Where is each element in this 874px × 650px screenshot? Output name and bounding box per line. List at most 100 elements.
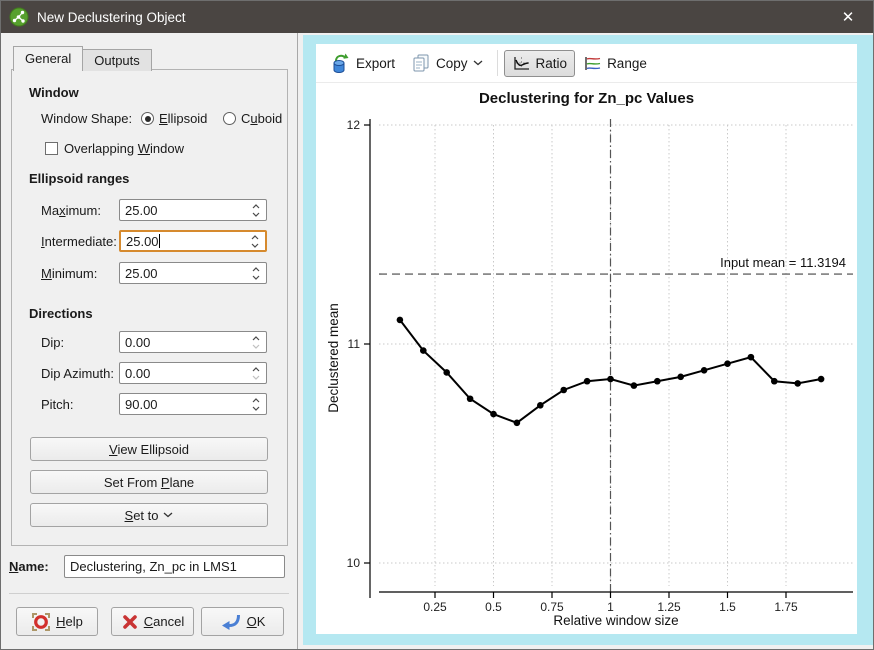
ok-button[interactable]: OK [201, 607, 284, 636]
ok-icon [221, 614, 240, 630]
dip-spinner[interactable] [247, 335, 266, 349]
copy-label: Copy [436, 55, 468, 71]
intermediate-value[interactable]: 25.00 [126, 233, 159, 249]
chevron-down-icon [164, 512, 173, 518]
spin-down-icon[interactable] [252, 406, 260, 411]
export-icon [333, 53, 349, 73]
maximum-label: Maximum: [41, 203, 101, 218]
view-ellipsoid-button[interactable]: View Ellipsoid [30, 437, 268, 461]
spin-up-icon[interactable] [252, 366, 260, 372]
declustering-chart: Input mean = 11.3194 10 11 12 0.25 0.5 0.75 1 1.… [326, 118, 853, 628]
close-button[interactable]: ✕ [841, 9, 855, 26]
overlapping-window-label[interactable]: Overlapping Window [64, 141, 184, 156]
spin-up-icon[interactable] [252, 335, 260, 341]
pitch-spinner[interactable] [247, 397, 266, 411]
svg-text:0.75: 0.75 [540, 600, 564, 614]
spin-up-icon[interactable] [252, 203, 260, 209]
pitch-field[interactable]: 90.00 [119, 393, 267, 415]
dip-azimuth-label: Dip Azimuth: [41, 366, 114, 381]
copy-button[interactable]: Copy [403, 48, 491, 78]
pane-splitter[interactable] [297, 33, 298, 649]
cancel-button[interactable]: Cancel [111, 607, 194, 636]
app-icon [9, 7, 29, 27]
svg-text:1.75: 1.75 [774, 600, 798, 614]
chart-title: Declustering for Zn_pc Values [478, 90, 695, 107]
chevron-down-icon [473, 60, 482, 66]
spin-up-icon[interactable] [252, 397, 260, 403]
set-from-plane-button[interactable]: Set From Plane [30, 470, 268, 494]
cuboid-radio-label[interactable]: Cuboid [241, 111, 283, 126]
svg-text:1.5: 1.5 [719, 600, 736, 614]
cancel-icon [122, 614, 137, 629]
settings-pane: General Outputs Window Window Shape: Ell… [1, 33, 297, 649]
dip-label: Dip: [41, 335, 65, 350]
name-label: Name: [9, 559, 49, 574]
spin-down-icon[interactable] [251, 243, 259, 248]
ranges-section-heading: Ellipsoid ranges [29, 171, 130, 186]
export-button[interactable]: Export [321, 47, 403, 79]
set-to-label: Set to [124, 507, 159, 523]
overlapping-window-checkbox[interactable] [45, 142, 58, 155]
directions-section-heading: Directions [29, 306, 93, 321]
svg-text:12: 12 [347, 118, 361, 132]
minimum-field[interactable]: 25.00 [119, 262, 267, 284]
cuboid-radio[interactable] [223, 112, 236, 125]
set-to-button[interactable]: Set to [30, 503, 268, 527]
maximum-spinner[interactable] [247, 203, 266, 217]
tab-general[interactable]: General [13, 46, 84, 71]
spin-up-icon[interactable] [252, 266, 260, 272]
ellipsoid-radio[interactable] [141, 112, 154, 125]
svg-text:10: 10 [347, 556, 361, 570]
spin-down-icon[interactable] [252, 375, 260, 380]
maximum-field[interactable]: 25.00 [119, 199, 267, 221]
window-section-heading: Window [29, 85, 79, 100]
dip-azimuth-spinner[interactable] [247, 366, 266, 380]
view-ellipsoid-label: View Ellipsoid [109, 441, 189, 457]
help-label: Help [56, 614, 83, 629]
ratio-toggle-button[interactable]: Ratio [503, 49, 576, 77]
help-button[interactable]: Help [16, 607, 98, 636]
dip-field[interactable]: 0.00 [119, 331, 267, 353]
svg-text:1: 1 [607, 600, 614, 614]
chart-pane: Export Copy [298, 33, 873, 649]
svg-text:1.25: 1.25 [657, 600, 681, 614]
footer-divider [9, 593, 289, 594]
dip-azimuth-field[interactable]: 0.00 [119, 362, 267, 384]
spin-down-icon[interactable] [252, 212, 260, 217]
minimum-value[interactable]: 25.00 [125, 265, 158, 281]
svg-text:11: 11 [348, 337, 361, 351]
set-from-plane-label: Set From Plane [103, 474, 195, 490]
minimum-spinner[interactable] [247, 266, 266, 280]
intermediate-spinner[interactable] [246, 234, 265, 248]
copy-icon [413, 54, 429, 72]
spin-down-icon[interactable] [252, 344, 260, 349]
minimum-label: Minimum: [41, 266, 98, 281]
range-chart-icon [585, 56, 601, 70]
name-value: Declustering, Zn_pc in LMS1 [70, 559, 237, 574]
dip-value[interactable]: 0.00 [125, 334, 151, 350]
window-title: New Declustering Object [37, 9, 186, 25]
spin-up-icon[interactable] [251, 234, 259, 240]
maximum-value[interactable]: 25.00 [125, 202, 158, 218]
name-input[interactable]: Declustering, Zn_pc in LMS1 [64, 555, 285, 578]
ratio-chart-icon [513, 56, 529, 70]
intermediate-field[interactable]: 25.00 [119, 230, 267, 252]
ellipsoid-radio-label[interactable]: Ellipsoid [159, 111, 208, 126]
pitch-value[interactable]: 90.00 [125, 396, 158, 412]
range-toggle-button[interactable]: Range [575, 50, 655, 77]
ok-label: OK [246, 614, 266, 629]
chart-panel: Export Copy [316, 44, 857, 634]
dip-azimuth-value[interactable]: 0.00 [125, 365, 151, 381]
tab-outputs[interactable]: Outputs [83, 49, 152, 71]
spin-down-icon[interactable] [252, 275, 260, 280]
pitch-label: Pitch: [41, 397, 74, 412]
toolbar-separator [496, 50, 498, 76]
svg-text:0.5: 0.5 [485, 600, 502, 614]
range-label: Range [607, 55, 647, 71]
svg-text:Declustered mean: Declustered mean [326, 303, 341, 413]
svg-text:Relative window size: Relative window size [553, 613, 678, 628]
svg-text:0.25: 0.25 [423, 600, 447, 614]
intermediate-label: Intermediate: [41, 234, 117, 249]
cancel-label: Cancel [143, 614, 185, 629]
